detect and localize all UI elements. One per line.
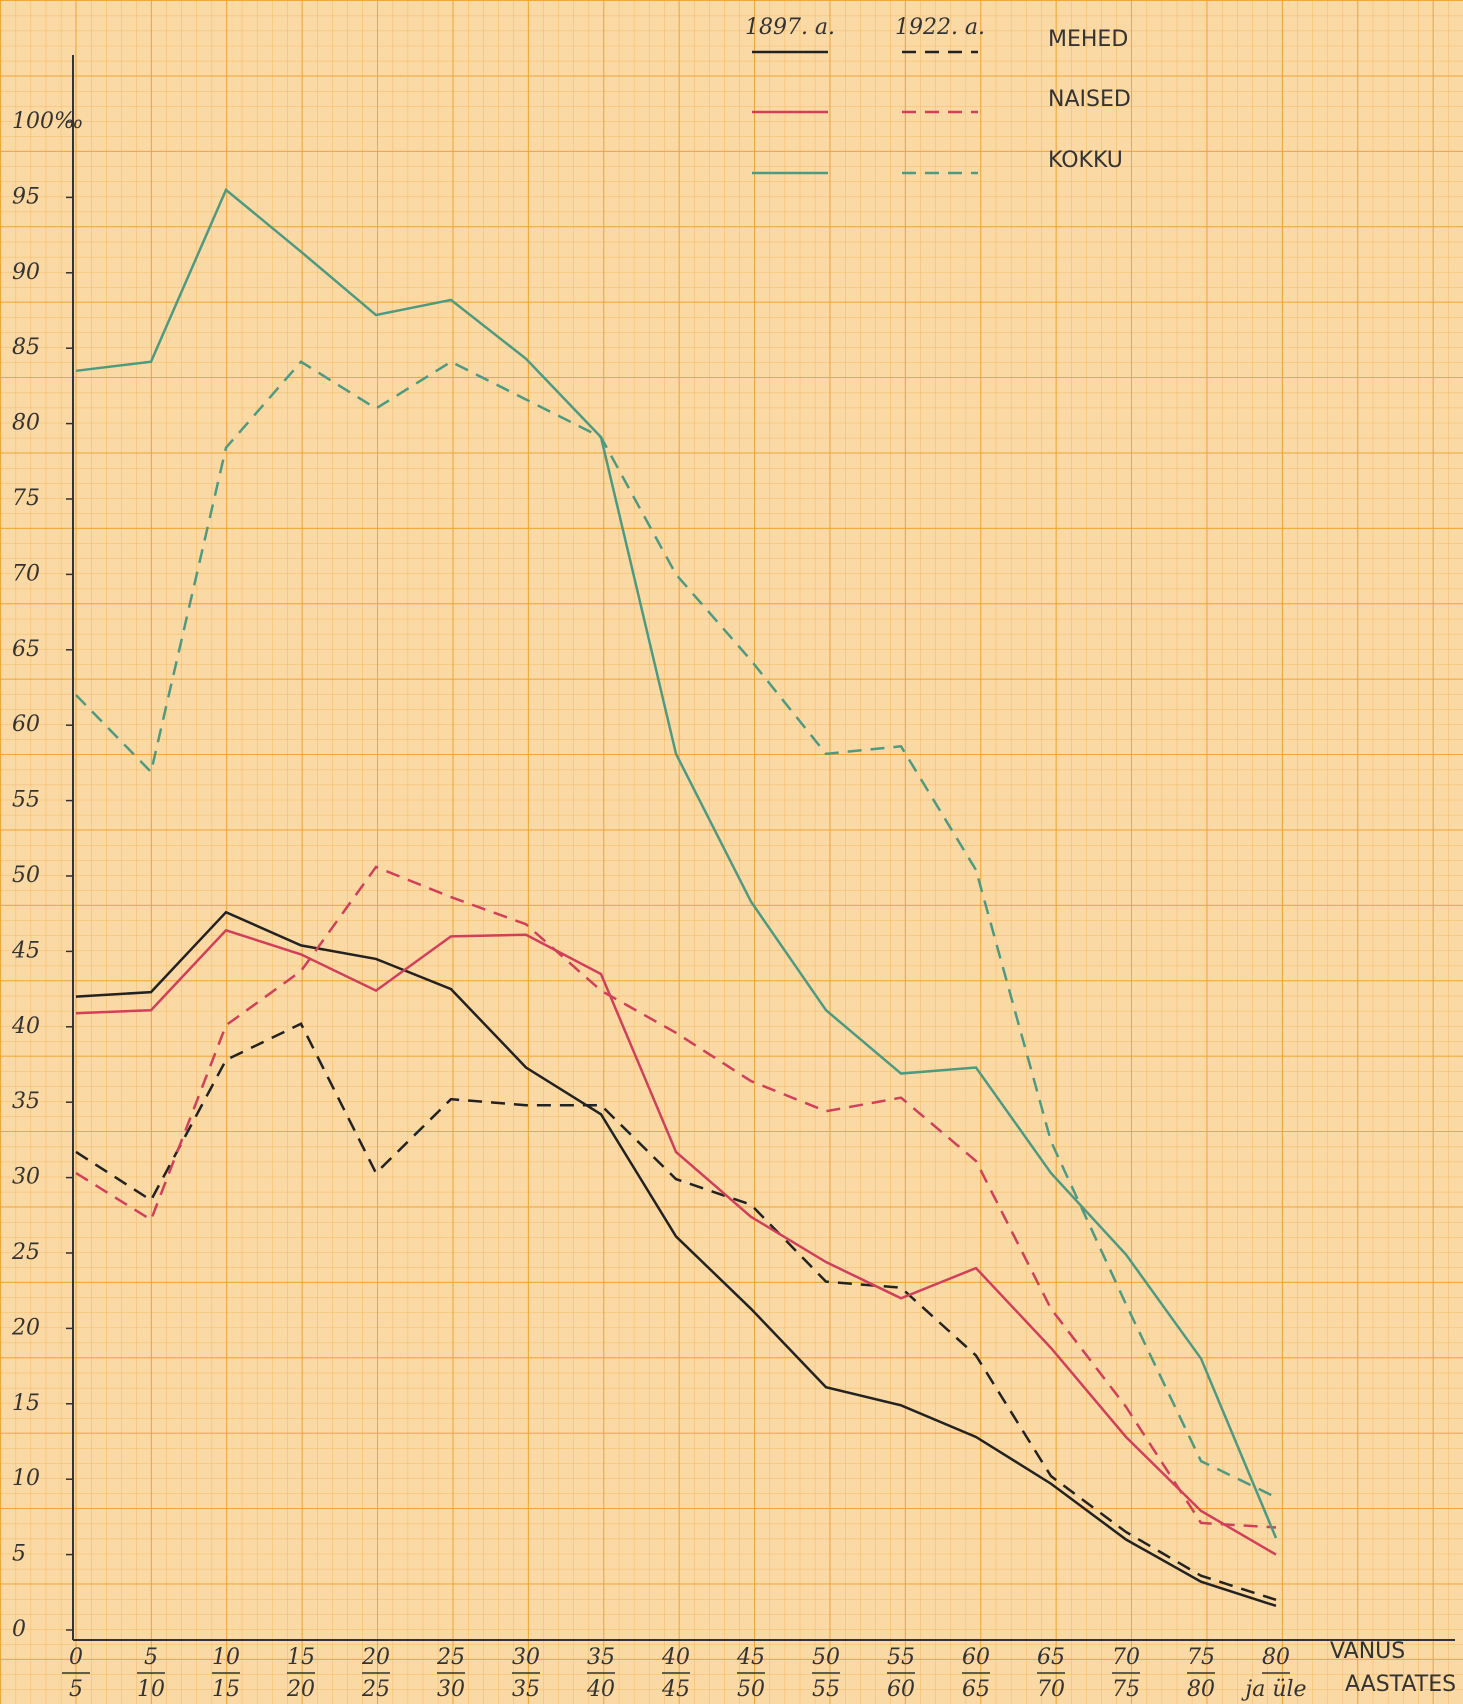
series-line xyxy=(75,187,1278,1539)
legend-year: 1897. a. xyxy=(745,15,835,40)
x-tick-label: 40 xyxy=(661,1645,690,1670)
y-tick-label: 90 xyxy=(12,260,40,285)
x-tick-label: 35 xyxy=(512,1677,540,1702)
x-tick-label: 20 xyxy=(286,1677,315,1702)
y-tick-label: 30 xyxy=(12,1165,40,1190)
x-tick-label: 20 xyxy=(361,1645,390,1670)
y-tick-label: 75 xyxy=(12,486,40,511)
legend-year: 1922. a. xyxy=(895,15,985,40)
x-tick-label: 65 xyxy=(962,1677,990,1702)
series-line xyxy=(75,910,1277,1608)
y-tick-label: 45 xyxy=(11,938,40,963)
y-tick-label: 95 xyxy=(12,184,40,209)
y-tick-label: 65 xyxy=(12,637,40,662)
x-tick-label: 75 xyxy=(1112,1677,1140,1702)
x-tick-label: 60 xyxy=(962,1645,990,1670)
x-tick-label: 45 xyxy=(736,1645,765,1670)
legend-group: KOKKU xyxy=(1048,148,1123,173)
x-tick-label: 15 xyxy=(287,1645,315,1670)
x-tick-label: 50 xyxy=(812,1645,840,1670)
x-tick-label: 5 xyxy=(69,1677,83,1702)
y-tick-label: 40 xyxy=(11,1014,40,1039)
x-tick-label: 55 xyxy=(812,1677,840,1702)
x-tick-label: 10 xyxy=(212,1645,240,1670)
x-tick-label: 60 xyxy=(887,1677,915,1702)
x-tick-label: 75 xyxy=(1187,1645,1215,1670)
x-axis-label: VANUS xyxy=(1330,1639,1405,1664)
y-tick-label: 85 xyxy=(12,335,40,360)
series-line xyxy=(75,928,1277,1556)
y-tick-label: 5 xyxy=(12,1542,26,1567)
y-tick-label: 35 xyxy=(12,1089,40,1114)
legend-group: NAISED xyxy=(1048,87,1131,112)
x-tick-label: 25 xyxy=(361,1677,390,1702)
x-tick-label: 65 xyxy=(1037,1645,1065,1670)
y-tick-label: 15 xyxy=(12,1391,40,1416)
x-tick-label: 70 xyxy=(1037,1677,1065,1702)
legend-group: MEHED xyxy=(1048,27,1128,52)
x-tick-label: 80 xyxy=(1187,1677,1215,1702)
x-tick-label: 0 xyxy=(69,1645,83,1670)
y-tick-label: 70 xyxy=(12,561,40,586)
y-tick-label: 0 xyxy=(12,1617,26,1642)
x-axis-label: AASTATES xyxy=(1345,1672,1456,1697)
y-tick-label: 50 xyxy=(12,863,40,888)
x-tick-label: 25 xyxy=(436,1645,465,1670)
x-tick-label: 45 xyxy=(661,1677,690,1702)
x-tick-label: 30 xyxy=(512,1645,540,1670)
y-tick-label: 80 xyxy=(12,411,40,436)
x-tick-label: 50 xyxy=(737,1677,765,1702)
x-tick-label: 80 xyxy=(1262,1645,1290,1670)
x-tick-label: 40 xyxy=(586,1677,615,1702)
x-tick-label: 30 xyxy=(437,1677,465,1702)
series-line xyxy=(75,865,1277,1529)
y-tick-label: 20 xyxy=(11,1315,40,1340)
y-tick-label: 25 xyxy=(11,1240,40,1265)
series-line xyxy=(75,1022,1277,1602)
x-tick-label: 70 xyxy=(1112,1645,1140,1670)
x-tick-label: 5 xyxy=(144,1645,158,1670)
series-line xyxy=(75,360,1277,1499)
y-tick-label: 55 xyxy=(12,788,40,813)
x-tick-label: 10 xyxy=(137,1677,165,1702)
x-tick-label: 15 xyxy=(212,1677,240,1702)
y-tick-label: 10 xyxy=(12,1466,40,1491)
y-tick-label: 60 xyxy=(12,712,40,737)
x-tick-label: 55 xyxy=(887,1645,915,1670)
x-tick-label: 35 xyxy=(587,1645,615,1670)
x-tick-label: ja üle xyxy=(1240,1677,1306,1702)
